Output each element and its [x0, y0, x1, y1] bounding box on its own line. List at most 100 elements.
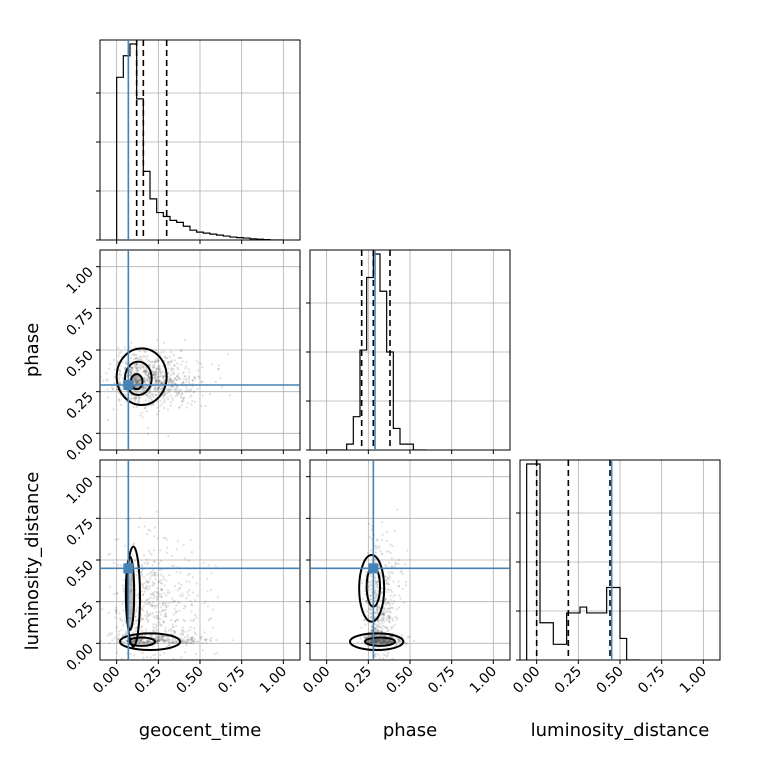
- scatter-panel-phase-vs-luminosity_distance: 0.00 0.25 0.50 0.75 1.00: [300, 459, 511, 697]
- sample-point: [184, 605, 187, 608]
- sample-point: [145, 409, 148, 413]
- sample-point: [158, 381, 161, 384]
- sample-point: [384, 603, 388, 606]
- sample-point: [102, 379, 105, 382]
- sample-point: [192, 391, 195, 394]
- sample-point: [182, 638, 185, 641]
- sample-point: [201, 641, 204, 645]
- sample-point: [383, 607, 386, 610]
- sample-point: [384, 639, 387, 643]
- sample-point: [154, 577, 157, 581]
- sample-point: [361, 598, 364, 601]
- sample-point: [399, 570, 402, 574]
- sample-point: [136, 369, 139, 372]
- sample-point: [152, 374, 155, 377]
- sample-point: [158, 639, 161, 642]
- sample-point: [169, 378, 172, 381]
- sample-point: [115, 611, 118, 615]
- sample-point: [375, 545, 378, 548]
- sample-point: [163, 406, 166, 410]
- sample-point: [144, 399, 147, 402]
- sample-point: [390, 626, 393, 629]
- sample-point: [157, 387, 160, 390]
- sample-point: [390, 636, 393, 639]
- sample-point: [361, 581, 364, 584]
- sample-point: [149, 403, 153, 407]
- sample-point: [204, 639, 207, 642]
- sample-point: [377, 653, 380, 656]
- sample-point: [145, 394, 149, 397]
- sample-point: [199, 637, 203, 640]
- sample-point: [375, 639, 378, 642]
- sample-point: [374, 641, 378, 644]
- sample-point: [383, 639, 387, 643]
- sample-point: [120, 629, 123, 632]
- sample-point: [163, 393, 166, 396]
- sample-point: [395, 563, 398, 566]
- sample-point: [148, 603, 152, 606]
- sample-point: [168, 601, 171, 605]
- sample-point: [171, 641, 174, 645]
- sample-point: [364, 636, 367, 640]
- y-tick-label: 0.00: [63, 431, 96, 464]
- sample-point: [175, 603, 178, 607]
- sample-point: [391, 571, 394, 575]
- sample-point: [397, 584, 401, 588]
- sample-point: [173, 377, 176, 380]
- sample-point: [207, 564, 210, 567]
- sample-point: [145, 655, 149, 659]
- sample-point: [142, 554, 146, 557]
- sample-point: [165, 551, 169, 554]
- sample-point: [135, 594, 138, 597]
- sample-point: [146, 581, 150, 584]
- sample-point: [164, 602, 167, 605]
- sample-point: [382, 641, 385, 644]
- sample-point: [397, 580, 400, 583]
- sample-point: [172, 364, 176, 367]
- sample-point: [156, 387, 159, 391]
- sample-point: [397, 640, 400, 643]
- sample-point: [387, 640, 390, 643]
- sample-point: [145, 370, 148, 373]
- sample-point: [396, 638, 399, 641]
- sample-point: [194, 653, 197, 656]
- sample-point: [146, 378, 149, 382]
- sample-point: [392, 600, 396, 603]
- sample-point: [387, 619, 391, 622]
- sample-point: [152, 593, 155, 596]
- sample-point: [397, 562, 400, 565]
- sample-point: [390, 641, 393, 644]
- sample-point: [187, 559, 190, 562]
- sample-point: [135, 396, 138, 400]
- sample-point: [175, 641, 178, 645]
- sample-point: [370, 634, 373, 637]
- sample-point: [154, 348, 157, 352]
- sample-point: [153, 628, 156, 631]
- y-tick-label: 0.75: [63, 306, 96, 339]
- sample-point: [384, 662, 386, 664]
- sample-point: [177, 356, 180, 360]
- sample-point: [160, 374, 163, 377]
- sample-point: [184, 389, 188, 393]
- sample-point: [168, 638, 171, 641]
- sample-point: [142, 587, 145, 590]
- sample-point: [190, 637, 193, 640]
- sample-point: [154, 373, 157, 377]
- sample-point: [157, 368, 160, 371]
- sample-point: [144, 587, 147, 590]
- sample-point: [137, 594, 140, 597]
- sample-point: [386, 600, 390, 603]
- sample-point: [387, 550, 390, 553]
- sample-point: [163, 638, 167, 642]
- sample-point: [164, 615, 167, 618]
- sample-point: [122, 590, 125, 593]
- sample-point: [165, 635, 168, 638]
- sample-point: [156, 381, 159, 384]
- sample-point: [157, 580, 160, 584]
- sample-point: [134, 615, 137, 619]
- sample-point: [116, 638, 119, 641]
- sample-point: [134, 385, 137, 388]
- sample-point: [187, 389, 190, 392]
- sample-point: [365, 610, 369, 613]
- sample-point: [369, 574, 372, 578]
